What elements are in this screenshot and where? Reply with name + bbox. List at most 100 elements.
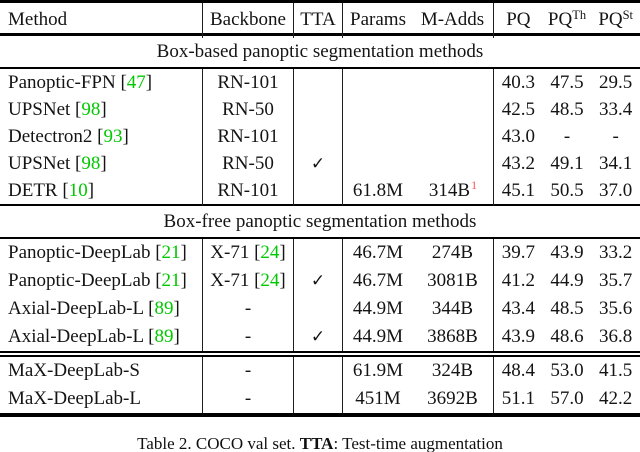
citation-number[interactable]: 24 xyxy=(260,242,280,263)
method-name: MaX-DeepLab-L xyxy=(8,388,141,409)
citation-number[interactable]: 98 xyxy=(81,153,101,174)
backbone-cell: RN-101 xyxy=(202,123,293,150)
table-caption: Table 2. COCO val set. TTA: Test-time au… xyxy=(0,433,640,452)
header-pqth-superscript: Th xyxy=(572,8,587,22)
header-pqth-base: PQ xyxy=(547,9,573,30)
citation-bracket-close: ] xyxy=(180,270,187,291)
pqth-value: 53.0 xyxy=(550,360,584,381)
params-value: 46.7M xyxy=(352,242,404,263)
citation-number[interactable]: 24 xyxy=(260,270,280,291)
compute-cell xyxy=(342,150,493,178)
metrics-cell: 43.0 - - xyxy=(493,123,640,150)
table-bottom-rule xyxy=(0,413,640,417)
section-rows: MaX-DeepLab-S - 61.9M 324B 48.4 53.0 41.… xyxy=(0,357,640,413)
backbone-name: RN-101 xyxy=(217,180,279,201)
madds-cell xyxy=(413,123,492,150)
table-row: Panoptic-FPN [47] RN-101 40.3 47.5 29.5 xyxy=(0,69,640,96)
pq-value: 41.2 xyxy=(501,270,535,291)
method-citation-link[interactable]: [47] xyxy=(120,72,152,93)
pqth-value: - xyxy=(563,126,571,147)
table-row: UPSNet [98] RN-50 ✓ 43.2 49.1 34.1 xyxy=(0,150,640,178)
pq-value: 43.0 xyxy=(501,126,535,147)
citation-number[interactable]: 98 xyxy=(81,99,101,120)
backbone-citation-link[interactable]: [24] xyxy=(254,270,286,291)
citation-bracket-close: ] xyxy=(122,126,129,147)
citation-bracket-close: ] xyxy=(145,72,153,93)
method-citation-link[interactable]: [89] xyxy=(148,326,180,347)
method-cell: Panoptic-FPN [47] xyxy=(0,69,202,96)
madds-value: 344B xyxy=(431,298,474,319)
table-row: MaX-DeepLab-L - 451M 3692B 51.1 57.0 42.… xyxy=(0,385,640,413)
citation-number[interactable]: 10 xyxy=(68,180,88,201)
method-citation-link[interactable]: [98] xyxy=(75,153,107,174)
pqst-value: 42.2 xyxy=(599,388,633,409)
backbone-name: - xyxy=(244,298,252,319)
pqst-value: 33.4 xyxy=(599,99,633,120)
tta-cell: ✓ xyxy=(293,323,342,351)
params-value: 61.8M xyxy=(352,180,404,201)
table-row: Axial-DeepLab-L [89] - ✓ 44.9M 3868B 43.… xyxy=(0,323,640,351)
madds-cell xyxy=(413,96,492,123)
metrics-cell: 40.3 47.5 29.5 xyxy=(493,69,640,96)
double-rule xyxy=(0,351,640,357)
method-name: DETR xyxy=(8,180,58,201)
tta-cell xyxy=(293,177,342,206)
citation-number[interactable]: 89 xyxy=(154,326,174,347)
backbone-citation-link[interactable]: [24] xyxy=(254,242,286,263)
pqst-value: 34.1 xyxy=(599,153,633,174)
compute-cell: 46.7M 3081B xyxy=(342,267,493,295)
method-name: Detectron2 xyxy=(8,126,93,147)
citation-bracket-open: [ xyxy=(254,242,261,263)
params-value xyxy=(343,150,413,178)
method-cell: Panoptic-DeepLab [21] xyxy=(0,239,202,267)
method-citation-link[interactable]: [21] xyxy=(155,242,187,263)
header-backbone: Backbone xyxy=(202,3,293,38)
header-compute: Params M-Adds xyxy=(342,3,493,38)
citation-number[interactable]: 21 xyxy=(161,242,181,263)
table-body: Box-based panoptic segmentation methods … xyxy=(0,36,640,413)
citation-number[interactable]: 93 xyxy=(103,126,123,147)
citation-bracket-close: ] xyxy=(180,242,187,263)
madds-footnote-link[interactable]: 1 xyxy=(471,178,478,192)
section-rows: Panoptic-FPN [47] RN-101 40.3 47.5 29.5 … xyxy=(0,69,640,206)
backbone-cell: - xyxy=(202,295,293,323)
compute-cell: 451M 3692B xyxy=(342,385,493,413)
madds-cell: 344B xyxy=(413,295,492,323)
pq-value: 43.2 xyxy=(501,153,535,174)
section-divider-rule xyxy=(0,204,640,206)
backbone-cell: RN-50 xyxy=(202,150,293,178)
header-tta-label: TTA xyxy=(300,9,336,30)
citation-number[interactable]: 89 xyxy=(154,298,174,319)
method-citation-link[interactable]: [21] xyxy=(155,270,187,291)
compute-cell xyxy=(342,96,493,123)
pq-value: 39.7 xyxy=(501,242,535,263)
citation-bracket-open: [ xyxy=(148,298,155,319)
backbone-cell: - xyxy=(202,323,293,351)
citation-bracket-open: [ xyxy=(254,270,261,291)
backbone-name: - xyxy=(244,388,252,409)
method-citation-link[interactable]: [89] xyxy=(148,298,180,319)
backbone-name: X-71 xyxy=(210,270,250,291)
pqst-value: 37.0 xyxy=(599,180,633,201)
caption-tta-term: TTA xyxy=(299,434,334,452)
compute-cell xyxy=(342,123,493,150)
method-citation-link[interactable]: [98] xyxy=(75,99,107,120)
pqth-value: 48.5 xyxy=(550,99,584,120)
caption-prefix: Table 2. COCO val set. xyxy=(137,434,300,452)
pq-value: 43.4 xyxy=(501,298,535,319)
citation-number[interactable]: 21 xyxy=(161,270,181,291)
params-value: 46.7M xyxy=(352,270,404,291)
citation-bracket-open: [ xyxy=(75,153,82,174)
pqth-value: 43.9 xyxy=(550,242,584,263)
tta-cell xyxy=(293,295,342,323)
metrics-cell: 43.9 48.6 36.8 xyxy=(493,323,640,351)
params-value xyxy=(343,123,413,150)
citation-number[interactable]: 47 xyxy=(126,72,146,93)
method-citation-link[interactable]: [10] xyxy=(62,180,94,201)
backbone-name: RN-50 xyxy=(222,153,274,174)
tta-cell xyxy=(293,239,342,267)
madds-value: 3868B xyxy=(427,326,478,347)
method-cell: MaX-DeepLab-L xyxy=(0,385,202,413)
method-citation-link[interactable]: [93] xyxy=(97,126,129,147)
